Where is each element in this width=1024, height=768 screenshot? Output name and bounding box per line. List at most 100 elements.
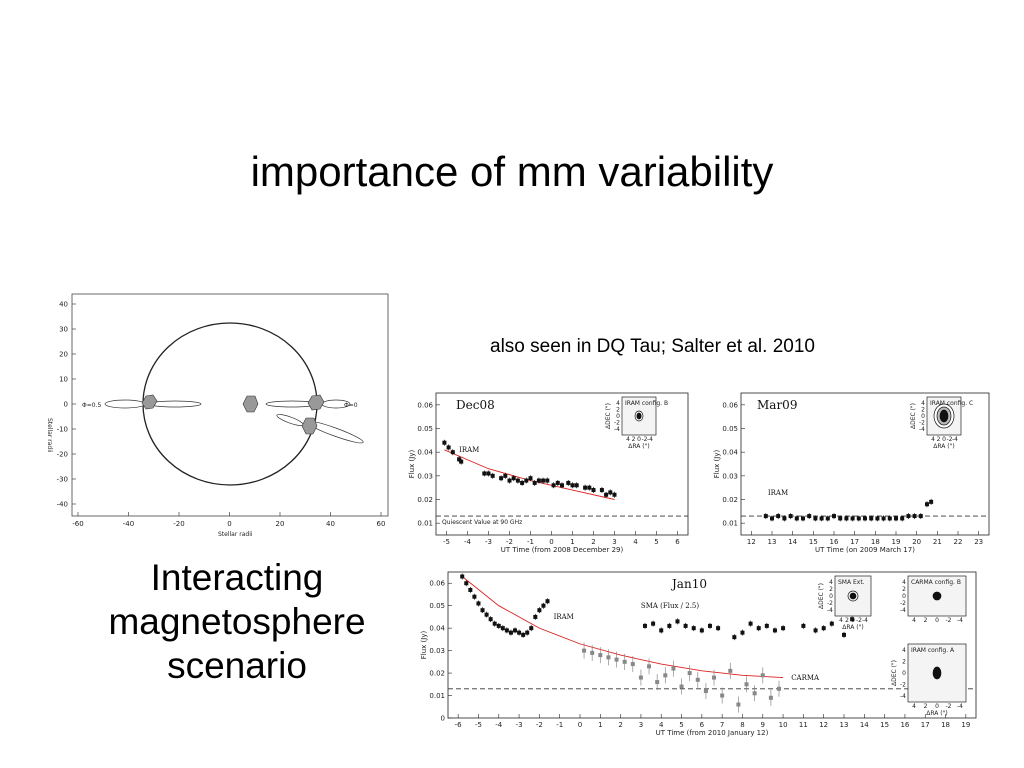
data-point xyxy=(488,617,493,622)
series-label: SMA (Flux / 2.5) xyxy=(641,602,699,610)
xtick-label: 19 xyxy=(961,721,970,729)
xtick-label: 4 xyxy=(633,538,638,546)
magnetosphere-diagram: 40 30 20 10 0 -10 -20 -30 -40 -60 -40 -20 0 20 40 60 Φ… xyxy=(46,293,389,538)
diagram-ytick-label: 30 xyxy=(59,326,68,334)
inset-xtick-label: -2 xyxy=(642,436,648,443)
data-point xyxy=(900,516,905,521)
data-point xyxy=(545,478,550,483)
data-point xyxy=(777,686,782,691)
inset-xlabel: ΔRA (") xyxy=(926,710,947,717)
diagram-xtick-label: -40 xyxy=(123,520,134,528)
data-point xyxy=(484,612,489,617)
inset-xtick-label: 0 xyxy=(851,617,855,624)
xtick-label: 13 xyxy=(840,721,849,729)
x-axis-label: UT Time (on 2009 March 17) xyxy=(815,546,915,554)
ytick-label: 0.04 xyxy=(429,625,445,633)
data-point xyxy=(894,516,898,521)
data-point xyxy=(598,653,603,658)
data-point xyxy=(667,623,672,628)
data-point xyxy=(476,601,481,606)
data-point xyxy=(819,516,824,521)
xtick-label: 16 xyxy=(900,721,909,729)
scenario-line-2: magnetosphere xyxy=(108,601,366,642)
data-point xyxy=(622,659,627,664)
inset-ytick-label: 4 xyxy=(902,647,906,654)
data-point xyxy=(748,621,753,626)
inset-xtick-label: 4 xyxy=(931,436,935,443)
inset-ytick-label: 2 xyxy=(902,586,906,593)
data-point xyxy=(912,514,917,519)
inset-ytick-label: -4 xyxy=(900,607,906,614)
data-point xyxy=(655,680,660,685)
inset-xlabel: ΔRA (") xyxy=(842,624,863,631)
data-point xyxy=(638,675,643,680)
data-point xyxy=(728,668,733,673)
inset-ytick-label: 4 xyxy=(921,400,925,407)
data-point xyxy=(499,476,504,481)
data-point xyxy=(482,471,487,476)
xtick-label: 12 xyxy=(819,721,828,729)
chart-title: Dec08 xyxy=(456,398,495,412)
slide-title: importance of mm variability xyxy=(250,148,774,195)
ytick-label: 0.05 xyxy=(722,425,738,433)
data-point xyxy=(492,621,497,626)
xtick-label: -6 xyxy=(455,721,463,729)
data-point xyxy=(555,480,560,485)
inset-xtick-label: 4 xyxy=(912,703,916,710)
plot-frame xyxy=(447,571,977,719)
phase-left-label: Φ=0.5 xyxy=(82,402,101,409)
data-point xyxy=(770,516,774,521)
xtick-label: 2 xyxy=(591,538,595,546)
chart-title: Jan10 xyxy=(670,577,707,591)
inset-xtick-label: 2 xyxy=(845,617,849,624)
inset-label: IRAM config. C xyxy=(930,400,973,407)
inset-xlabel: ΔRA (") xyxy=(933,443,954,450)
xtick-label: 18 xyxy=(871,538,880,546)
inset-xtick-label: -2 xyxy=(856,617,862,624)
data-point xyxy=(560,483,564,488)
data-point xyxy=(537,608,542,613)
inset-map xyxy=(621,396,657,436)
inset-ytick-label: -4 xyxy=(827,607,833,614)
xtick-label: -5 xyxy=(475,721,482,729)
xtick-label: 1 xyxy=(570,538,574,546)
data-point xyxy=(842,632,846,637)
data-point xyxy=(446,445,451,450)
diagram-ytick-label: 20 xyxy=(59,351,68,359)
chart-title: Mar09 xyxy=(757,398,797,412)
data-point xyxy=(832,514,836,519)
data-point xyxy=(529,626,534,631)
inset-xlabel: ΔRA (") xyxy=(628,443,649,450)
y-axis-label: Flux (Jy) xyxy=(420,631,428,660)
reference-caption: also seen in DQ Tau; Salter et al. 2010 xyxy=(490,336,815,357)
inset-ytick-label: 2 xyxy=(902,659,906,666)
data-point xyxy=(768,695,773,700)
xtick-label: 17 xyxy=(850,538,859,546)
xtick-label: 16 xyxy=(830,538,839,546)
data-point xyxy=(486,471,491,476)
data-point xyxy=(695,677,700,682)
inset-xtick-label: 4 xyxy=(626,436,630,443)
ytick-label: 0.03 xyxy=(429,647,445,655)
source-contour xyxy=(932,666,942,680)
quiescent-label: Quiescent Value at 90 GHz xyxy=(442,519,522,526)
inset-ylabel: ΔDEC (") xyxy=(818,583,825,609)
diagram-xtick-label: 0 xyxy=(227,520,231,528)
xtick-label: 3 xyxy=(639,721,643,729)
xtick-label: 17 xyxy=(921,721,930,729)
inset-label: CARMA config. B xyxy=(911,579,961,586)
xtick-label: 18 xyxy=(941,721,950,729)
ytick-label: 0.01 xyxy=(429,692,445,700)
data-point xyxy=(524,478,529,483)
scenario-line-1: Interacting xyxy=(150,557,324,598)
chart-dec08: 0.01 0.02 0.03 0.04 0.05 0.06 -5 -4 -3 -2 -1 0 1 2 3 4 5… xyxy=(408,392,689,554)
inset-ytick-label: 0 xyxy=(921,413,925,420)
ytick-label: 0.05 xyxy=(417,425,433,433)
inset-ytick-label: 0 xyxy=(902,670,906,677)
xtick-label: 6 xyxy=(675,538,680,546)
inset-ylabel: ΔDEC (") xyxy=(605,403,612,429)
data-point xyxy=(756,626,761,631)
data-point xyxy=(504,628,509,633)
data-point xyxy=(703,689,708,694)
data-point xyxy=(604,492,609,497)
